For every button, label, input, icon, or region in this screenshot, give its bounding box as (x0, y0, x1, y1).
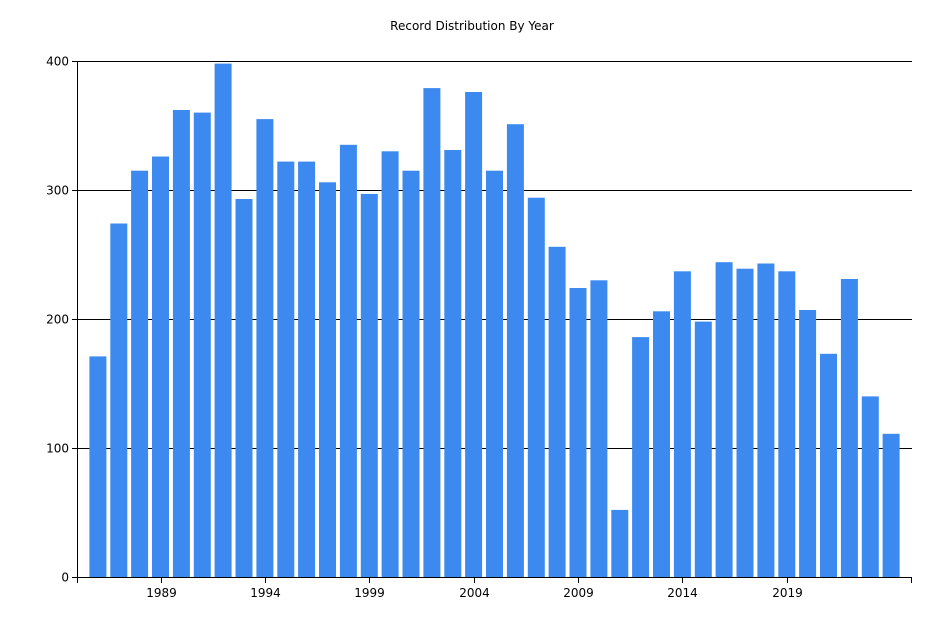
bar (172, 110, 190, 577)
bar (694, 321, 712, 577)
y-tick-label: 400 (46, 55, 69, 69)
bar (402, 170, 420, 577)
bar (214, 63, 232, 578)
y-tick-label: 100 (46, 442, 69, 456)
x-tick-label: 2019 (772, 586, 803, 600)
x-tick-label: 1989 (146, 586, 177, 600)
bar (89, 356, 107, 577)
bar (360, 193, 378, 577)
bar (715, 262, 733, 577)
bar (778, 271, 796, 577)
bar (152, 156, 169, 577)
bar (882, 433, 900, 577)
y-axis-ticks: 0 100 200 300 400 (46, 55, 77, 585)
bar (277, 161, 295, 577)
bar (339, 144, 357, 578)
bar (653, 311, 670, 577)
bar (757, 263, 775, 577)
bar (506, 124, 524, 577)
bar (465, 92, 483, 577)
bar (820, 353, 837, 577)
bar (110, 223, 128, 577)
bar (319, 182, 336, 578)
bar (486, 170, 503, 577)
bar (840, 279, 858, 577)
bar (423, 88, 441, 577)
bar (736, 268, 754, 577)
x-axis-ticks: 1989 1994 1999 2004 2009 2014 2019 (77, 577, 912, 600)
bar (569, 288, 587, 577)
chart-title: Record Distribution By Year (390, 19, 554, 33)
bar (548, 246, 566, 578)
x-tick-label: 2014 (667, 586, 698, 600)
bar (590, 280, 608, 577)
y-tick-label: 300 (46, 184, 69, 198)
x-tick-label: 1999 (354, 586, 385, 600)
bars (89, 63, 900, 578)
bar (799, 310, 817, 577)
x-tick-label: 2009 (563, 586, 594, 600)
x-tick-label: 1994 (250, 586, 281, 600)
y-tick-label: 0 (61, 571, 69, 585)
x-tick-label: 2004 (459, 586, 490, 600)
bar (298, 161, 316, 577)
bar (611, 509, 629, 577)
bar (256, 119, 274, 577)
bar (632, 337, 650, 577)
bar (527, 197, 545, 577)
bar (673, 271, 691, 577)
bar (193, 112, 211, 577)
bar (861, 396, 879, 577)
bar (381, 151, 399, 578)
bar (235, 199, 253, 577)
axes (77, 61, 912, 578)
bar (131, 170, 149, 577)
y-tick-label: 200 (46, 313, 69, 327)
bar (444, 150, 462, 577)
